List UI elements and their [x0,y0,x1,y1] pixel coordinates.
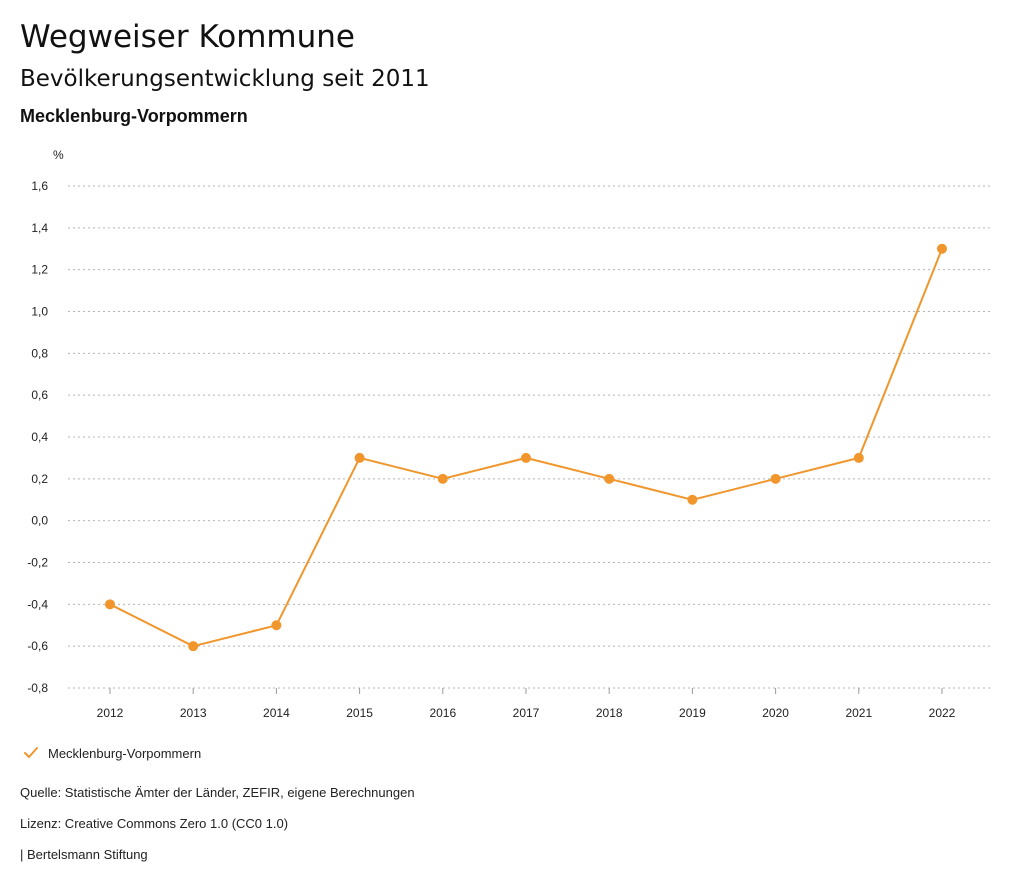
y-axis-ticks: 1,6 1,4 1,2 1,0 0,8 0,6 0,4 0,2 0,0 -0,2 -0,4 -0,6 -… [27,179,48,695]
data-point[interactable] [604,473,615,484]
data-point[interactable] [521,452,531,463]
chart-title: Wegweiser Kommune [20,19,355,55]
y-tick-label: 0,4 [31,430,48,444]
data-point[interactable] [937,243,947,254]
legend-label: Mecklenburg-Vorpommern [48,745,202,761]
x-tick-label: 2019 [679,706,706,720]
y-tick-label: 0,0 [31,514,48,528]
x-tick-label: 2015 [346,706,373,720]
y-tick-label: 0,2 [31,472,48,486]
legend[interactable]: Mecklenburg-Vorpommern [22,744,201,762]
x-axis-ticks: 2012 2013 2014 2015 2016 2017 2018 2019 2020 2021… [97,688,956,720]
x-tick-label: 2012 [97,706,124,720]
x-tick-label: 2022 [929,706,956,720]
data-point[interactable] [188,641,199,652]
y-tick-label: -0,2 [27,556,48,570]
y-tick-label: 1,4 [31,221,48,235]
series-layer [105,243,947,652]
license-note: Lizenz: Creative Commons Zero 1.0 (CC0 1… [20,816,289,831]
region-name: Mecklenburg-Vorpommern [20,106,248,126]
y-tick-label: 1,6 [31,179,48,193]
x-tick-label: 2016 [429,706,456,720]
data-point[interactable] [354,452,365,463]
series-line [109,248,943,648]
x-tick-label: 2013 [180,706,207,720]
grid-lines [68,185,990,689]
x-tick-label: 2021 [845,706,872,720]
y-tick-label: 0,6 [31,388,48,402]
publisher-note: | Bertelsmann Stiftung [20,847,148,862]
check-icon [24,747,38,758]
data-point[interactable] [770,473,781,484]
y-tick-label: 0,8 [31,346,48,360]
source-note: Quelle: Statistische Ämter der Länder, Z… [20,785,415,800]
y-axis-unit-label: % [53,148,64,162]
data-point[interactable] [687,494,698,505]
y-tick-label: 1,0 [31,305,48,319]
data-point[interactable] [105,599,115,610]
data-point[interactable] [853,452,864,463]
line-chart: % 1,6 1,4 1,2 1,0 0,8 0,6 0,4 0,2 0,0 -0,2 -0,4 -0,… [27,148,990,720]
x-tick-label: 2014 [263,706,290,720]
data-point[interactable] [437,473,448,484]
x-tick-label: 2017 [513,706,540,720]
x-tick-label: 2018 [596,706,623,720]
y-tick-label: -0,8 [27,681,48,695]
y-tick-label: -0,6 [27,639,48,653]
y-tick-label: 1,2 [31,263,48,277]
chart-subtitle: Bevölkerungsentwicklung seit 2011 [20,66,430,92]
y-tick-label: -0,4 [27,597,48,611]
data-point[interactable] [271,620,282,631]
x-tick-label: 2020 [762,706,789,720]
